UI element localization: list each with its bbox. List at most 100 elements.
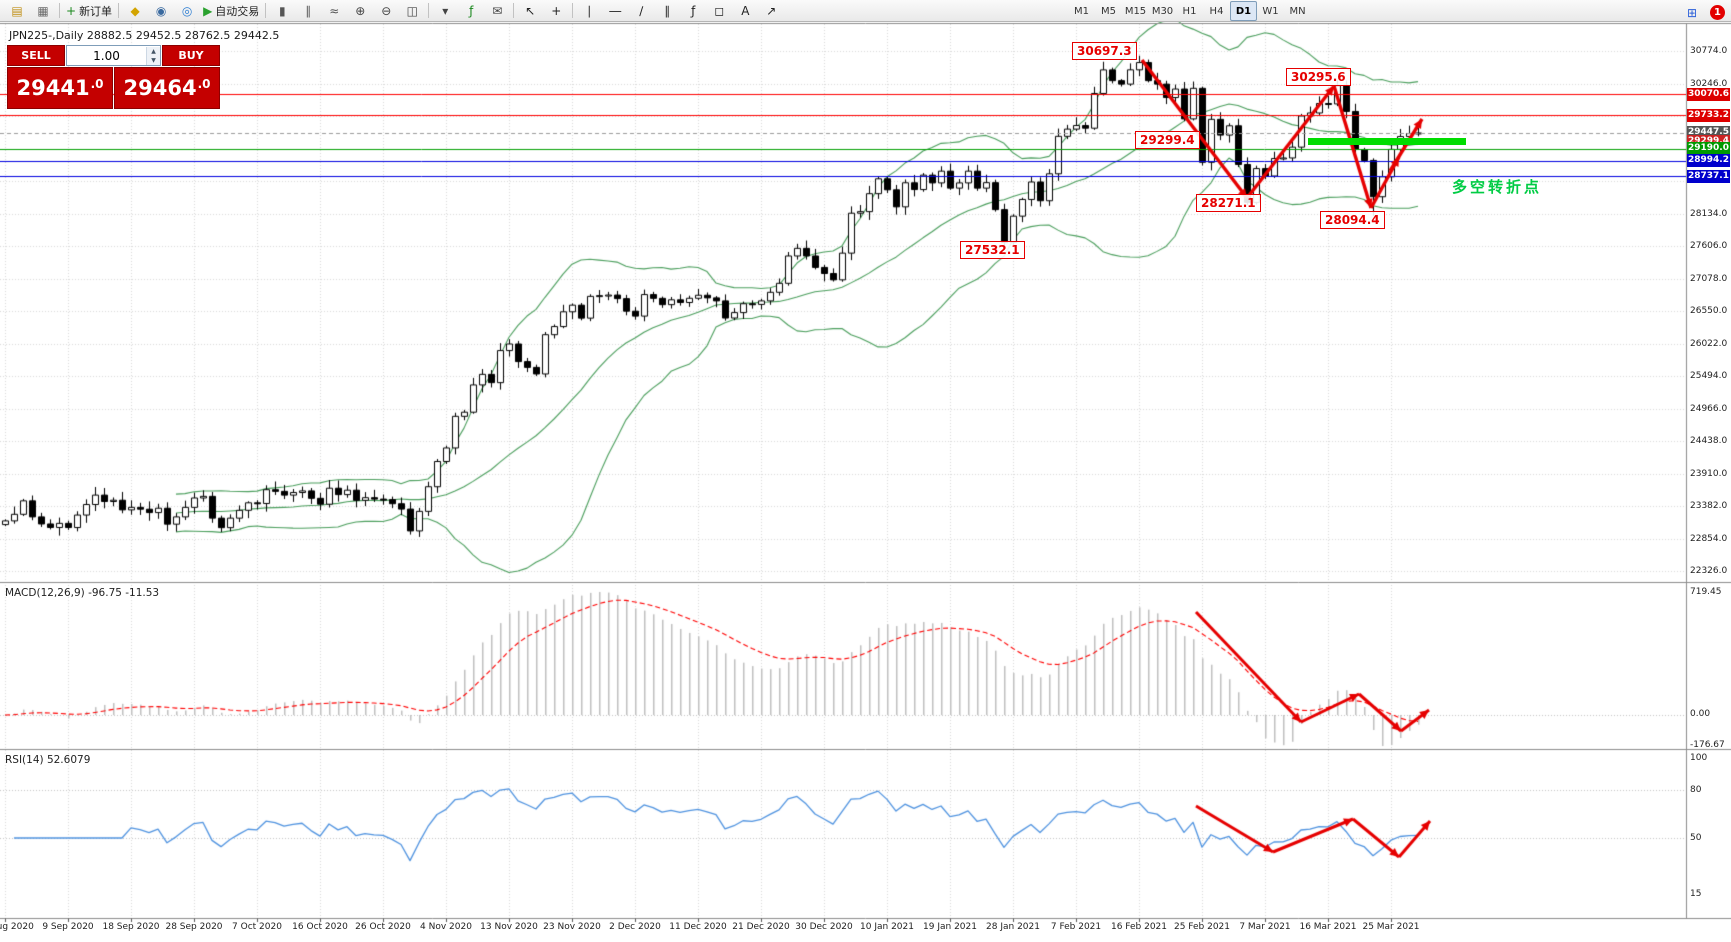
timeframe-m15[interactable]: M15: [1124, 5, 1147, 17]
price-annotation-box[interactable]: 28094.4: [1320, 211, 1385, 229]
vertical-line-icon[interactable]: ∣: [576, 0, 602, 21]
account-icon[interactable]: ◉: [148, 0, 174, 21]
price-annotation-box[interactable]: 30697.3: [1072, 42, 1137, 60]
timeframe-m30[interactable]: M30: [1151, 5, 1174, 17]
trendline-icon: ∕: [639, 3, 644, 18]
new-order-button[interactable]: + 新订单: [63, 0, 115, 21]
buy-button[interactable]: BUY: [162, 45, 220, 66]
date-label: 16 Mar 2021: [1299, 922, 1357, 932]
arrow-object-icon: ↗: [766, 3, 777, 18]
zoom-in-icon[interactable]: ⊕: [347, 0, 373, 21]
timeframe-d1[interactable]: D1: [1230, 1, 1257, 21]
fibonacci-icon[interactable]: ƒ: [680, 0, 706, 21]
price-tick-label: 23382.0: [1690, 501, 1728, 511]
date-label: 25 Mar 2021: [1362, 922, 1420, 932]
vertical-line-icon: ∣: [586, 3, 593, 18]
channel-icon: ∥: [664, 3, 671, 18]
price-tick-label: 24966.0: [1690, 403, 1728, 414]
shapes-icon[interactable]: ◻: [706, 0, 732, 21]
candles-view-icon[interactable]: ▮: [269, 0, 295, 21]
toolbar-separator: [59, 3, 60, 18]
toolbar-items: ▤ ▦ + 新订单 ◆ ◉ ◎ ▶ 自动交易 ▮ ∥ ≈ ⊕ ⊖ ◫ ▾ ƒ ✉ ↖ + ∣ ― ∕ ∥ ƒ ◻ A ↗: [4, 0, 784, 21]
buy-price-decimal: .0: [197, 77, 211, 91]
date-label: 16 Feb 2021: [1110, 922, 1168, 932]
timeframe-h4[interactable]: H4: [1209, 5, 1224, 17]
autotrading-button[interactable]: ▶ 自动交易: [200, 0, 262, 21]
sell-button[interactable]: SELL: [7, 45, 65, 66]
date-label: 9 Sep 2020: [42, 922, 94, 932]
macd-axis-label: 719.45: [1690, 587, 1722, 597]
horizontal-line-icon[interactable]: ―: [602, 0, 628, 21]
chart-profiles-icon: ▦: [37, 3, 49, 18]
timeframe-mn[interactable]: MN: [1289, 5, 1306, 17]
date-label: 25 Feb 2021: [1173, 922, 1231, 932]
toolbar-separator: [265, 3, 267, 18]
favorite-icon: ◆: [130, 3, 140, 18]
macd-axis-label: -176.67: [1690, 740, 1725, 750]
price-tick-label: 26022.0: [1690, 338, 1728, 349]
community-icon[interactable]: ◎: [174, 0, 200, 21]
price-annotation-box[interactable]: 29299.4: [1135, 131, 1200, 149]
zoom-out-icon: ⊖: [381, 3, 392, 18]
buy-price-button[interactable]: 29464 .0: [114, 67, 220, 109]
timeframe-m5[interactable]: M5: [1101, 5, 1116, 17]
timeframe-w1[interactable]: W1: [1262, 5, 1279, 17]
volume-decrease-button[interactable]: ▼: [147, 55, 160, 65]
price-annotation-box[interactable]: 27532.1: [960, 241, 1025, 259]
price-tick-label: 25494.0: [1690, 371, 1728, 381]
turning-point-note[interactable]: 多空转折点: [1452, 178, 1543, 196]
tile-windows-icon: ◫: [406, 3, 418, 18]
arrow-object-icon[interactable]: ↗: [758, 0, 784, 21]
volume-input[interactable]: [67, 47, 146, 64]
buy-price: 29464: [123, 76, 197, 100]
fibonacci-icon: ƒ: [691, 3, 696, 18]
window-icon[interactable]: ⊞: [1686, 5, 1698, 20]
new-order-button: +: [66, 3, 77, 18]
date-label: 21 Dec 2020: [732, 922, 790, 932]
date-label: 19 Jan 2021: [923, 922, 977, 932]
chart-profiles-icon[interactable]: ▦: [30, 0, 56, 21]
date-label: 18 Sep 2020: [102, 922, 160, 932]
bars-view-icon[interactable]: ∥: [295, 0, 321, 21]
alerts-icon[interactable]: ✉: [484, 0, 510, 21]
favorite-icon[interactable]: ◆: [122, 0, 148, 21]
timeframe-m1[interactable]: M1: [1074, 5, 1089, 17]
date-label: 10 Jan 2021: [860, 922, 914, 932]
new-chart-dropdown-icon[interactable]: ▾: [432, 0, 458, 21]
trendline-icon[interactable]: ∕: [628, 0, 654, 21]
new-chart-icon: ▤: [11, 3, 23, 18]
zoom-out-icon[interactable]: ⊖: [373, 0, 399, 21]
line-view-icon[interactable]: ≈: [321, 0, 347, 21]
cursor-icon[interactable]: ↖: [517, 0, 543, 21]
support-zone-bar[interactable]: [1308, 137, 1466, 145]
sell-price-button[interactable]: 29441 .0: [7, 67, 113, 109]
tile-windows-icon[interactable]: ◫: [399, 0, 425, 21]
crosshair-icon[interactable]: +: [543, 0, 569, 21]
price-tick-label: 24438.0: [1690, 436, 1728, 446]
autotrading-button-label: 自动交易: [215, 4, 260, 18]
date-label: 7 Feb 2021: [1050, 922, 1102, 932]
price-annotation-box[interactable]: 28271.1: [1196, 194, 1261, 212]
date-label: 16 Oct 2020: [292, 922, 348, 932]
price-badge-30070.6: 30070.6: [1687, 87, 1730, 101]
horizontal-line-icon: ―: [609, 3, 622, 18]
community-icon: ◎: [181, 3, 193, 18]
sell-price-decimal: .0: [90, 77, 104, 91]
bars-view-icon: ∥: [305, 3, 312, 18]
price-tick-label: 23910.0: [1690, 468, 1728, 479]
price-annotation-box[interactable]: 30295.6: [1286, 68, 1351, 86]
shapes-icon: ◻: [714, 3, 725, 18]
volume-increase-button[interactable]: ▲: [147, 46, 160, 56]
notification-badge[interactable]: 1: [1710, 5, 1725, 20]
indicators-icon[interactable]: ƒ: [458, 0, 484, 21]
macd-indicator-label: MACD(12,26,9) -96.75 -11.53: [5, 587, 160, 599]
timeframe-h1[interactable]: H1: [1182, 5, 1197, 17]
new-chart-icon[interactable]: ▤: [4, 0, 30, 21]
channel-icon[interactable]: ∥: [654, 0, 680, 21]
toolbar-separator: [118, 3, 120, 18]
toolbar-separator: [513, 3, 515, 18]
one-click-trade-panel: SELL ▲ ▼ BUY 29441 .0 29464 .0: [7, 45, 220, 109]
text-label-icon[interactable]: A: [732, 0, 758, 21]
